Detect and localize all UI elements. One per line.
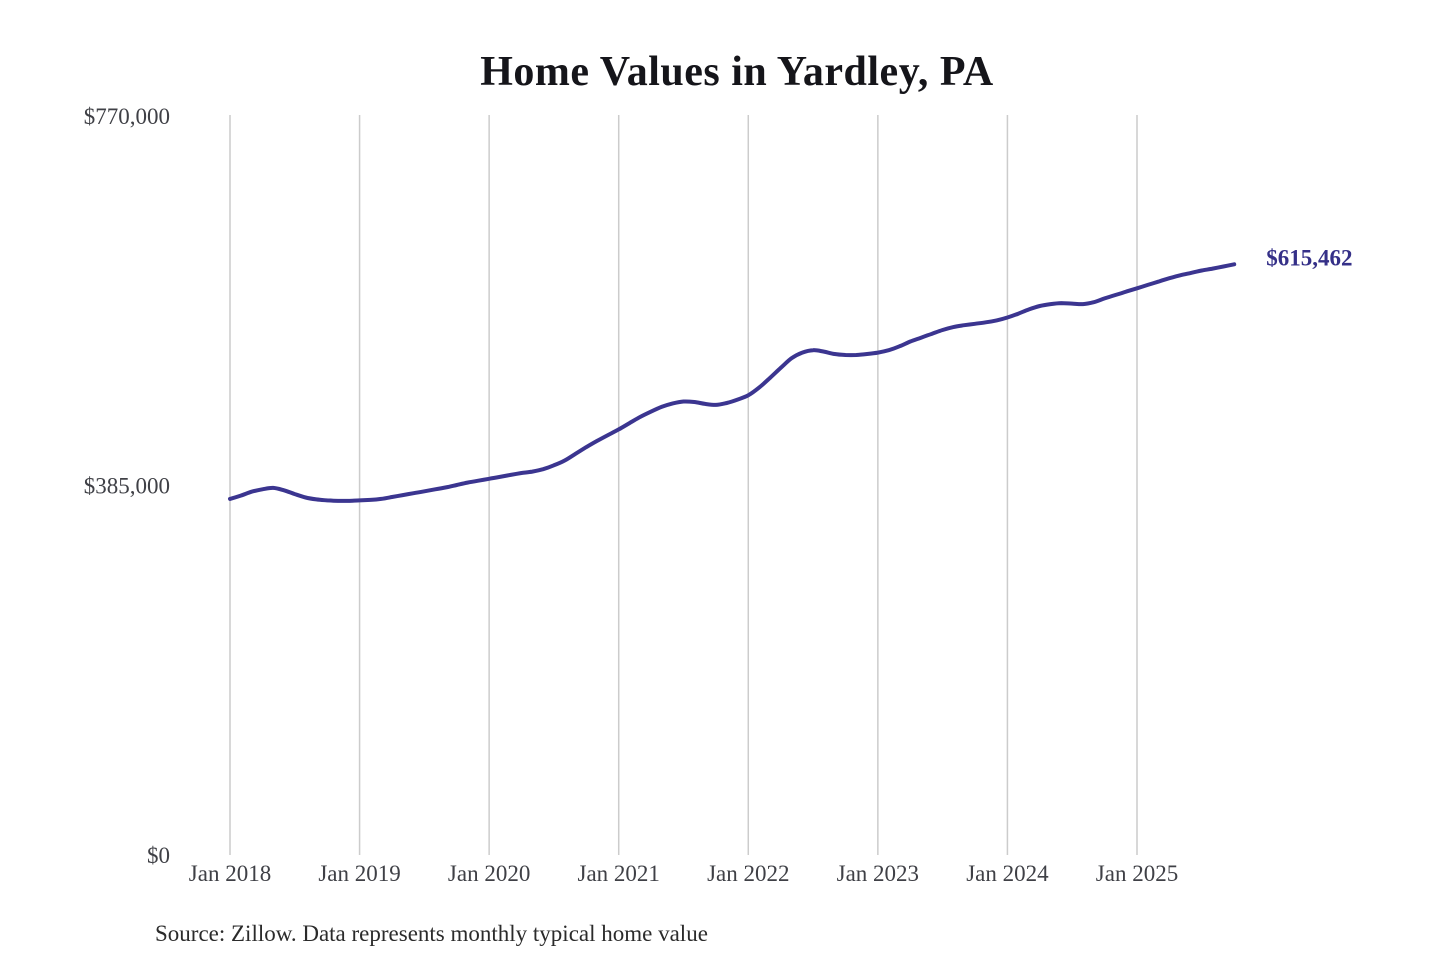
year-gridlines (229, 115, 1138, 855)
current-value-annotation: $615,462 (1266, 245, 1352, 270)
source-note: Source: Zillow. Data represents monthly … (155, 921, 708, 946)
x-axis-tick-label: Jan 2019 (318, 861, 400, 886)
x-axis-tick-label: Jan 2018 (189, 861, 271, 886)
y-axis-tick-label: $0 (147, 843, 170, 868)
x-axis-tick-label: Jan 2023 (837, 861, 919, 886)
y-axis-tick-label: $385,000 (84, 474, 170, 499)
x-axis-tick-label: Jan 2022 (707, 861, 789, 886)
home-value-line-series (228, 262, 1237, 503)
y-axis-tick-labels: $0 $385,000 $770,000 (84, 104, 170, 868)
x-axis-tick-label: Jan 2024 (966, 861, 1049, 886)
x-axis-tick-label: Jan 2020 (448, 861, 530, 886)
x-axis-tick-label: Jan 2025 (1096, 861, 1178, 886)
x-axis-tick-labels: Jan 2018 Jan 2019 Jan 2020 Jan 2021 Jan 2022… (189, 861, 1178, 886)
x-axis-tick-label: Jan 2021 (578, 861, 660, 886)
y-axis-tick-label: $770,000 (84, 104, 170, 129)
chart-title: Home Values in Yardley, PA (480, 49, 994, 95)
